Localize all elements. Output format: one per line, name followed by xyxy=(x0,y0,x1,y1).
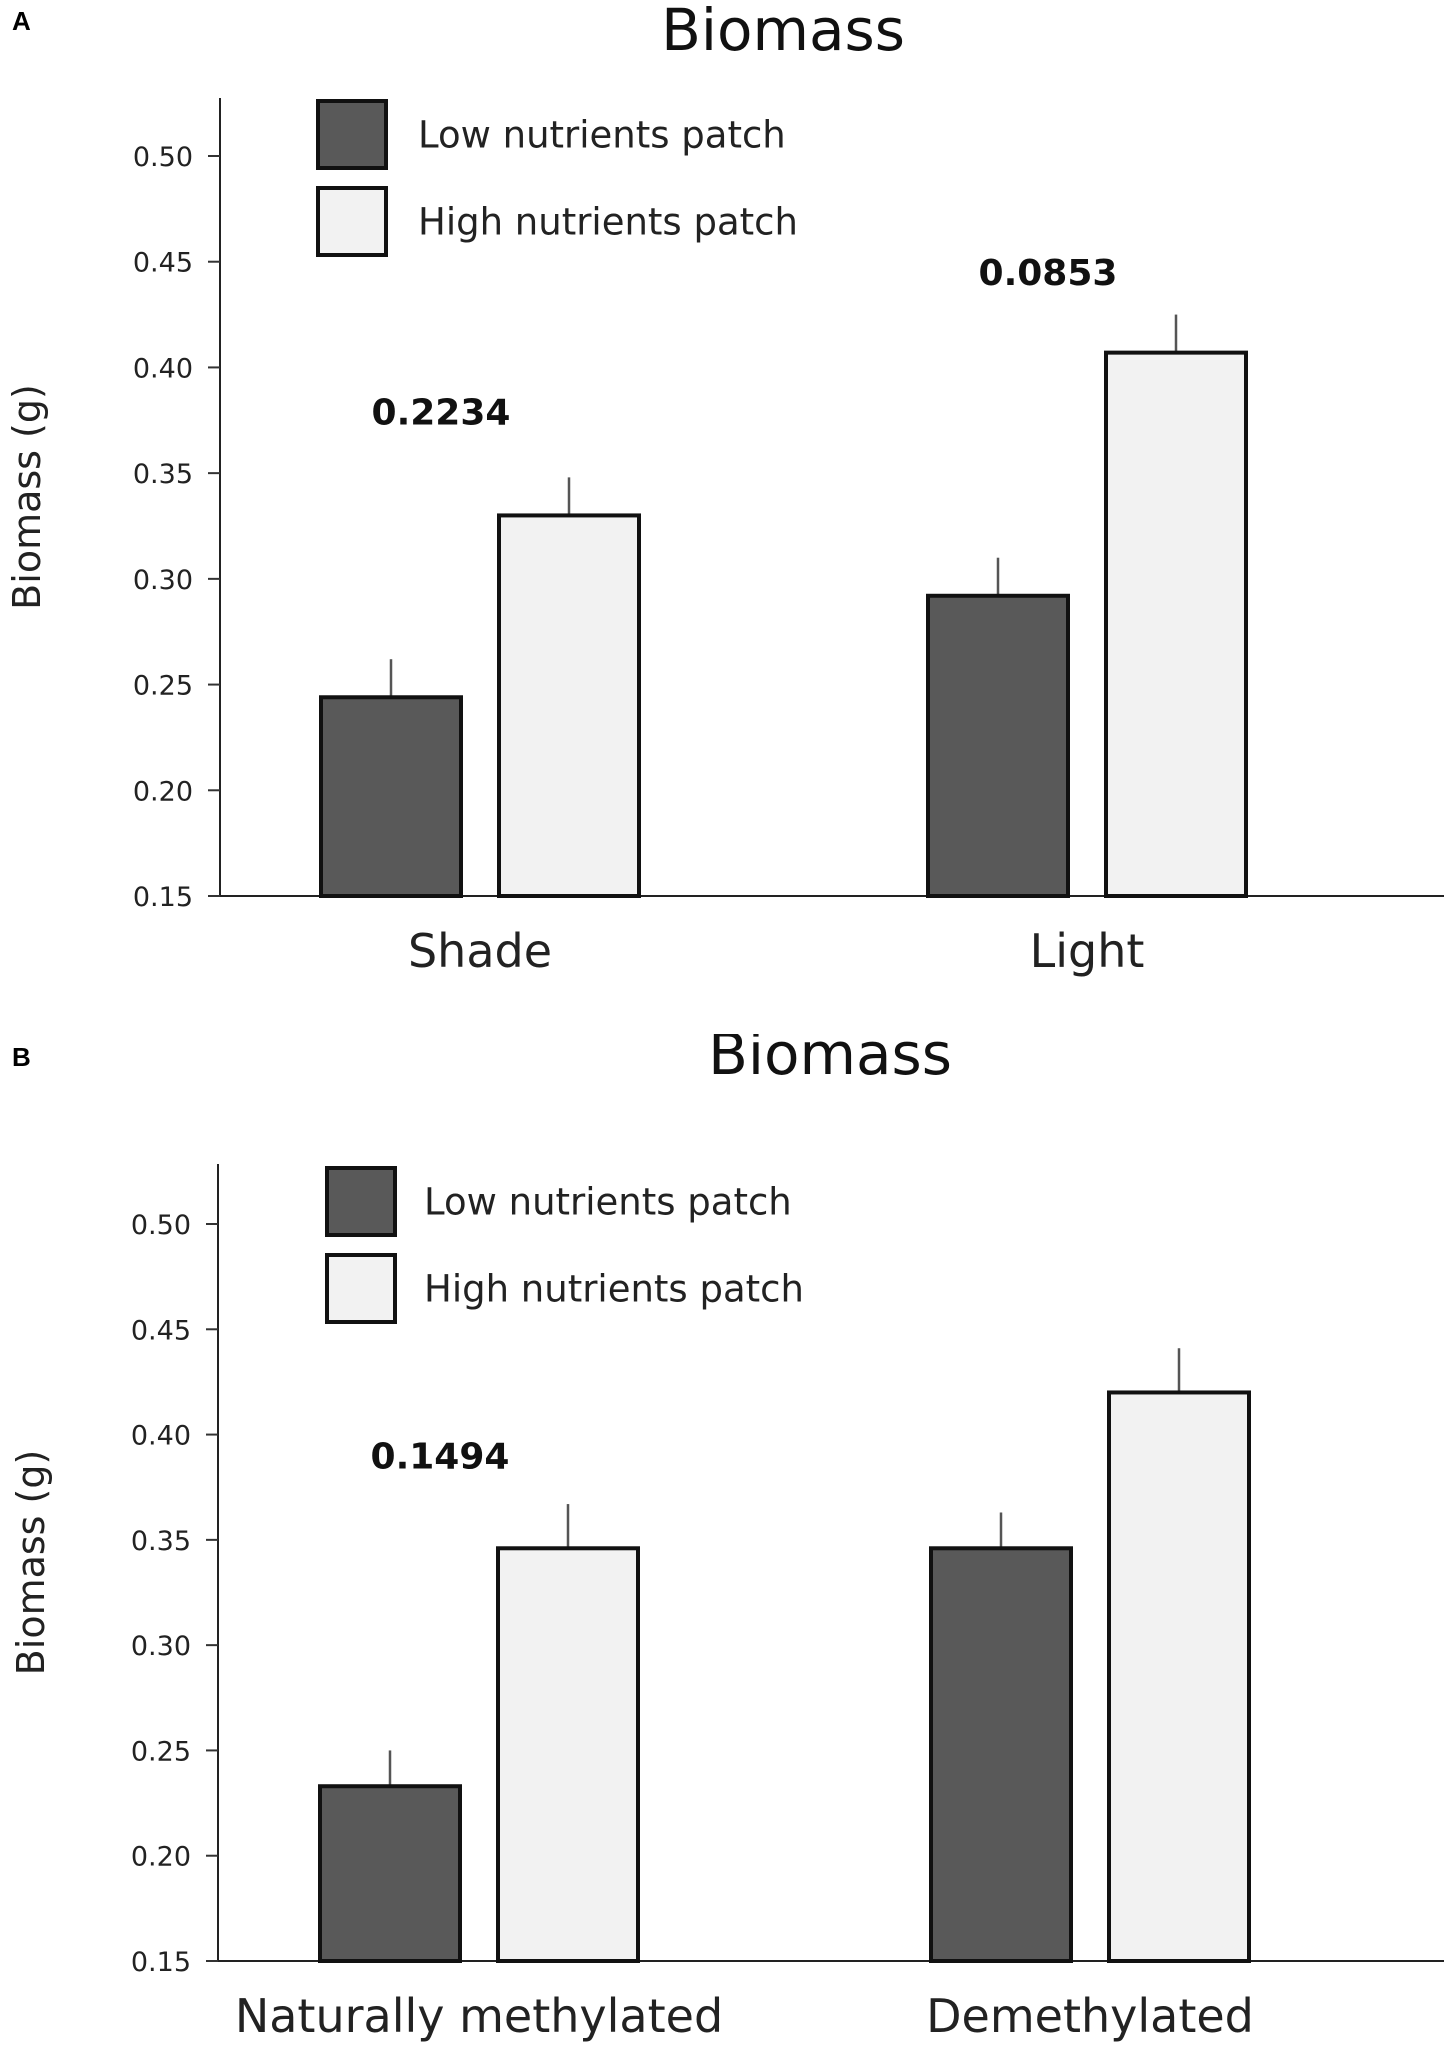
panel-b-y-tick-label: 0.30 xyxy=(131,1631,191,1662)
panel-a-y-tick-label: 0.50 xyxy=(133,142,193,173)
panel-a-y-tick-label: 0.40 xyxy=(133,353,193,384)
panel-a-y-tick-label: 0.35 xyxy=(133,459,193,490)
panel-b-y-tick-label: 0.15 xyxy=(131,1947,191,1978)
panel-a-p-value-label: 0.2234 xyxy=(372,393,511,434)
panel-a-legend-label: Low nutrients patch xyxy=(418,114,786,157)
panel-b-legend-swatch xyxy=(325,1166,397,1237)
panel-b-y-tick-label: 0.40 xyxy=(131,1421,191,1452)
panel-a-p-value-label: 0.0853 xyxy=(979,253,1118,294)
panel-b-p-value-label: 0.1494 xyxy=(371,1436,510,1477)
panel-a-category-label: Light xyxy=(1030,924,1145,978)
panel-b-legend-swatch xyxy=(325,1253,397,1324)
panel-b-legend-label: Low nutrients patch xyxy=(424,1181,792,1224)
panel-b-bar-low-2 xyxy=(929,1546,1073,1964)
panel-b-y-tick-label: 0.50 xyxy=(131,1210,191,1241)
panel-a-y-tick-label: 0.25 xyxy=(133,671,193,702)
chart-panel-a: A Biomass 0.15 0.20 0.25 0.30 0.35 0.40 0.45 0.50… xyxy=(5,0,1444,978)
panel-a-category-label: Shade xyxy=(408,924,552,978)
panel-b-category-label: Naturally methylated xyxy=(235,1989,723,2043)
panel-a-y-axis-label: Biomass (g) xyxy=(5,384,49,610)
panel-b-bar-high-2 xyxy=(1107,1390,1251,1963)
panel-b-category-label: Demethylated xyxy=(926,1989,1254,2043)
panel-b-y-tick-label: 0.45 xyxy=(131,1315,191,1346)
panel-a-title: Biomass xyxy=(661,0,905,64)
panel-b-bar-high-1 xyxy=(496,1546,640,1964)
panel-a-bar-high-1 xyxy=(497,513,641,899)
panel-a-letter: A xyxy=(12,6,31,36)
panel-b-legend-label: High nutrients patch xyxy=(424,1268,804,1311)
panel-a-y-tick-label: 0.20 xyxy=(133,776,193,807)
panel-a-y-tick-label: 0.45 xyxy=(133,248,193,279)
panel-b-bar-low-1 xyxy=(318,1784,462,1963)
panel-b-y-tick-label: 0.20 xyxy=(131,1842,191,1873)
panel-a-legend-swatch xyxy=(316,186,388,257)
panel-a-y-tick-label: 0.15 xyxy=(133,882,193,913)
panel-a-legend-label: High nutrients patch xyxy=(418,201,798,244)
panel-b-y-axis-label: Biomass (g) xyxy=(9,1450,53,1676)
panel-b-letter: B xyxy=(12,1042,31,1072)
panel-a-bar-high-2 xyxy=(1104,350,1248,898)
panel-a-legend-swatch xyxy=(316,99,388,170)
panel-b-y-tick-label: 0.25 xyxy=(131,1736,191,1767)
panel-b-y-tick-label: 0.35 xyxy=(131,1526,191,1557)
panel-a-bar-low-2 xyxy=(926,593,1070,898)
chart-panel-b: B Biomass 0.15 0.20 0.25 0.30 0.35 0.40 0.45 0.50… xyxy=(9,1034,1444,2043)
panel-a-bar-low-1 xyxy=(319,695,463,898)
panel-b-title: Biomass xyxy=(708,1034,952,1088)
panel-a-y-tick-label: 0.30 xyxy=(133,565,193,596)
